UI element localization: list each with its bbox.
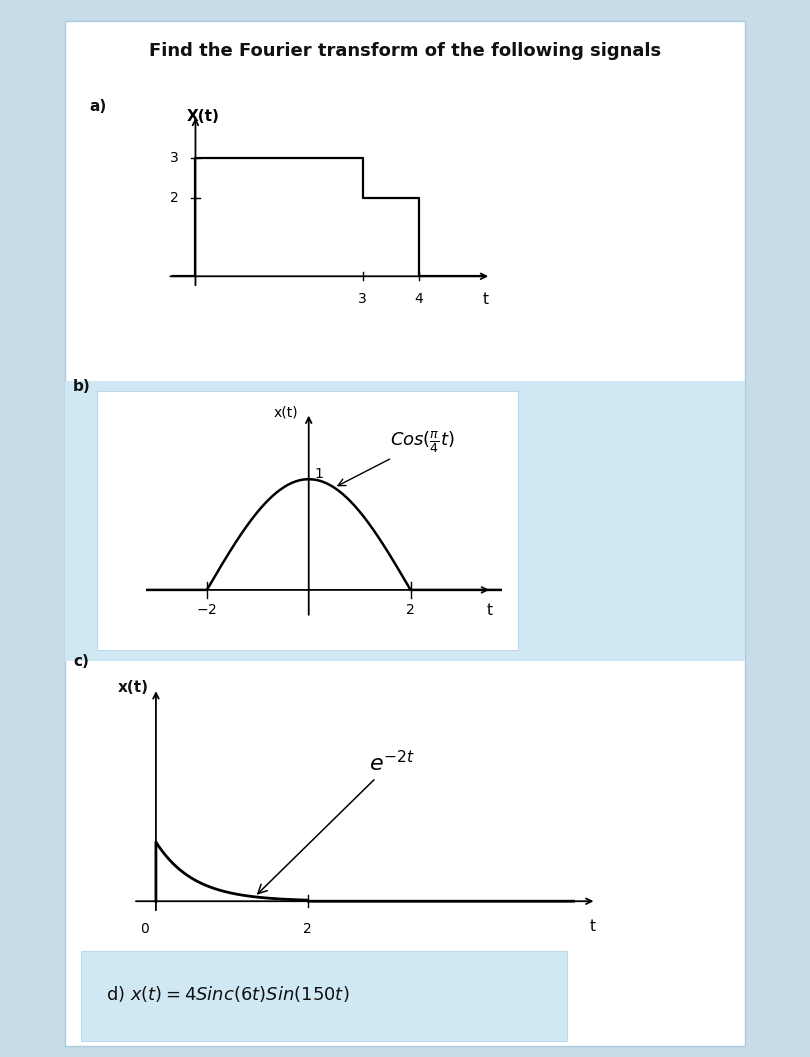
Text: a): a): [89, 99, 106, 114]
Text: Find the Fourier transform of the following signals: Find the Fourier transform of the follow…: [149, 42, 661, 60]
Text: $-2$: $-2$: [196, 604, 217, 617]
Text: $e^{-2t}$: $e^{-2t}$: [258, 749, 415, 893]
FancyBboxPatch shape: [65, 21, 745, 1046]
FancyBboxPatch shape: [81, 951, 567, 1041]
Text: 3: 3: [170, 151, 179, 165]
Text: 4: 4: [414, 292, 423, 307]
Text: t: t: [483, 292, 488, 307]
Text: 2: 2: [406, 604, 415, 617]
Text: d) $x(t) = 4Sinc(6t)Sin(150t)$: d) $x(t) = 4Sinc(6t)Sin(150t)$: [106, 984, 350, 1003]
Text: 3: 3: [358, 292, 367, 307]
Text: c): c): [73, 654, 89, 669]
Text: x(t): x(t): [274, 406, 299, 420]
Text: t: t: [590, 919, 595, 934]
FancyBboxPatch shape: [97, 391, 518, 650]
Text: 2: 2: [304, 922, 312, 935]
Text: X(t): X(t): [187, 109, 220, 125]
Text: t: t: [487, 604, 492, 618]
Text: x(t): x(t): [117, 681, 148, 696]
Text: $Cos(\frac{\pi}{4}t)$: $Cos(\frac{\pi}{4}t)$: [338, 429, 455, 485]
Text: b): b): [73, 379, 91, 394]
Text: 2: 2: [170, 190, 179, 205]
Text: 0: 0: [140, 922, 149, 935]
Bar: [65, 381, 745, 661]
Text: 1: 1: [315, 466, 324, 481]
